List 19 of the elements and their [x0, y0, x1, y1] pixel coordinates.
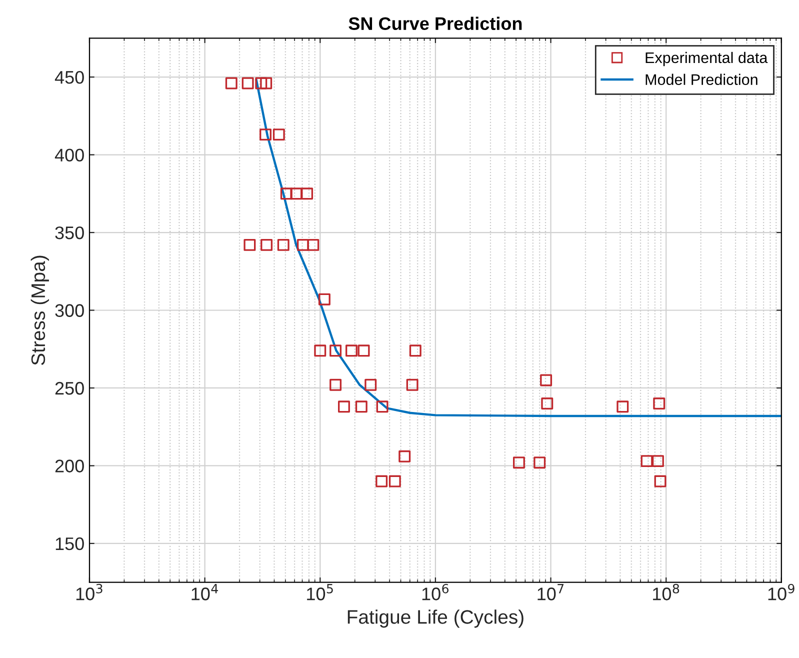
x-tick-label: 10$^{8}$ — [653, 584, 680, 600]
x-tick-label: 10$^{3}$ — [76, 584, 102, 600]
x-tick-label: 10$^{5}$ — [307, 584, 333, 600]
x-axis-title: Fatigue Life (Cycles) — [348, 610, 524, 628]
x-tick-label: 10$^{4}$ — [192, 584, 218, 600]
y-tick-label: 350 — [55, 226, 84, 240]
chart-title: SN Curve Prediction — [348, 16, 522, 30]
x-tick-label: 10$^{7}$ — [538, 584, 564, 600]
y-tick-label: 450 — [54, 70, 84, 84]
x-tick-label: 10$^{6}$ — [422, 584, 449, 600]
x-tick-label: 10$^{9}$ — [768, 584, 794, 600]
legend-label: Model Prediction — [646, 74, 758, 86]
y-tick-label: 250 — [55, 382, 84, 395]
legend-label: Experimental data — [646, 52, 768, 66]
y-axis-title: Stress (Mpa) — [30, 256, 49, 365]
y-tick-label: 200 — [55, 460, 84, 472]
y-tick-label: 150 — [56, 537, 84, 550]
y-tick-label: 300 — [55, 304, 84, 317]
y-tick-label: 400 — [54, 148, 84, 162]
